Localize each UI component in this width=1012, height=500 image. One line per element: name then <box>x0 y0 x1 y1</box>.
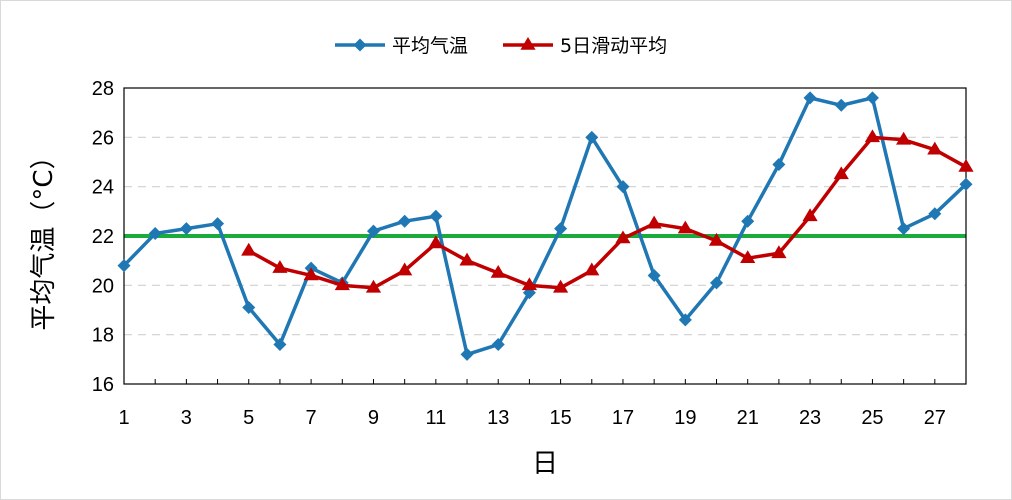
series-0-point-20 <box>710 276 724 290</box>
series-1-point-14 <box>521 277 538 291</box>
series-line-1 <box>247 135 967 290</box>
series-1-point-25 <box>864 129 881 143</box>
series-0-point-28 <box>959 177 973 191</box>
series-1-point-19 <box>677 220 693 234</box>
x-tick-label-9: 9 <box>368 407 379 429</box>
x-tick-label-15: 15 <box>549 407 571 429</box>
series-1-point-12 <box>459 252 475 266</box>
series-group <box>117 91 974 361</box>
series-0-point-12 <box>460 347 474 361</box>
series-0-point-22 <box>772 157 786 171</box>
legend-marker-0 <box>353 38 367 52</box>
x-tick-label-7: 7 <box>306 407 317 429</box>
series-1-point-24 <box>833 166 849 180</box>
series-1-point-20 <box>708 232 725 246</box>
series-1-point-28 <box>958 158 974 172</box>
y-tick-label-26: 26 <box>92 127 114 149</box>
series-line-0 <box>122 96 968 357</box>
series-0-point-9 <box>366 224 380 238</box>
x-tick-label-21: 21 <box>737 407 759 429</box>
x-tick-label-23: 23 <box>799 407 821 429</box>
series-0-point-2 <box>148 227 162 241</box>
series-0-point-6 <box>273 338 287 352</box>
series-1-point-10 <box>397 262 413 276</box>
series-0-point-26 <box>897 222 911 236</box>
series-0-point-24 <box>834 98 848 112</box>
x-tick-label-11: 11 <box>425 407 446 429</box>
series-1-point-15 <box>552 279 569 293</box>
series-1-point-27 <box>927 141 943 155</box>
series-0-point-17 <box>616 180 630 194</box>
x-tick-label-27: 27 <box>924 407 946 429</box>
series-1-point-6 <box>272 260 288 273</box>
x-tick-label-5: 5 <box>243 407 254 429</box>
y-tick-label-24: 24 <box>92 177 114 199</box>
series-0-point-16 <box>585 130 599 144</box>
x-tick-label-19: 19 <box>674 407 696 429</box>
x-tick-label-3: 3 <box>181 407 192 429</box>
series-1-point-13 <box>490 265 506 278</box>
series-0-point-18 <box>647 268 661 282</box>
y-tick-label-16: 16 <box>92 374 114 396</box>
legend: 平均气温 5日滑动平均 <box>335 35 667 57</box>
x-axis-title: 日 <box>532 449 558 479</box>
x-tick-label-17: 17 <box>612 407 634 429</box>
x-tick-label-13: 13 <box>487 407 509 429</box>
series-0-point-3 <box>179 222 193 236</box>
series-0-point-13 <box>491 338 505 352</box>
legend-label-1: 5日滑动平均 <box>560 35 667 57</box>
series-0-point-25 <box>865 91 879 105</box>
y-tick-label-20: 20 <box>92 275 114 297</box>
series-1-point-11 <box>428 235 444 249</box>
series-1-point-21 <box>740 250 756 263</box>
series-0-point-19 <box>678 313 692 327</box>
y-tick-label-18: 18 <box>92 325 114 347</box>
plot-border <box>123 87 967 385</box>
y-tick-label-22: 22 <box>92 226 114 248</box>
series-1-point-18 <box>646 215 662 229</box>
series-0-point-11 <box>429 209 443 223</box>
series-1-point-5 <box>241 242 257 256</box>
series-0-point-21 <box>741 214 755 228</box>
series-0-point-1 <box>117 259 131 273</box>
legend-marker-1 <box>520 37 536 50</box>
y-axis-title: 平均气温（°C） <box>29 143 59 330</box>
legend-label-0: 平均气温 <box>392 35 468 57</box>
series-0-point-27 <box>928 207 942 221</box>
y-tick-label-28: 28 <box>92 78 114 100</box>
series-1-point-9 <box>365 279 382 293</box>
series-0-point-15 <box>554 222 568 236</box>
series-1-point-8 <box>334 277 350 291</box>
series-1-point-23 <box>802 208 818 222</box>
series-1-point-22 <box>771 245 787 259</box>
series-1-point-26 <box>896 131 912 145</box>
series-0-point-23 <box>803 91 817 105</box>
series-0-point-4 <box>211 217 225 231</box>
series-1-point-17 <box>615 230 631 244</box>
series-0-point-5 <box>242 301 256 315</box>
series-1-point-7 <box>303 267 319 281</box>
series-0-point-10 <box>398 214 412 228</box>
series-1-point-16 <box>584 262 600 276</box>
x-tick-label-25: 25 <box>861 407 883 429</box>
x-tick-label-1: 1 <box>118 407 129 429</box>
